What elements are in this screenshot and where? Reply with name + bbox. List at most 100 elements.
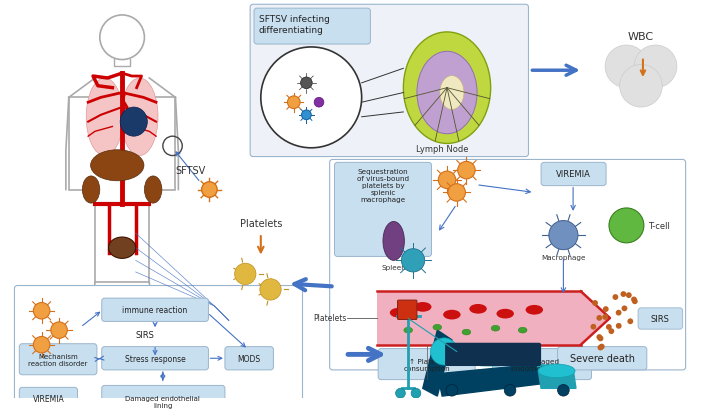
- Ellipse shape: [404, 328, 413, 333]
- Text: VIREMIA: VIREMIA: [32, 393, 65, 402]
- Circle shape: [634, 46, 677, 88]
- Circle shape: [314, 98, 324, 108]
- Text: Mechanism
reaction disorder: Mechanism reaction disorder: [28, 353, 88, 366]
- Polygon shape: [537, 364, 576, 389]
- Circle shape: [438, 172, 456, 189]
- Ellipse shape: [526, 305, 543, 315]
- FancyBboxPatch shape: [445, 343, 541, 366]
- Circle shape: [597, 345, 603, 351]
- Ellipse shape: [496, 309, 514, 319]
- Circle shape: [396, 389, 405, 398]
- Ellipse shape: [443, 310, 461, 320]
- Circle shape: [448, 184, 465, 202]
- Circle shape: [430, 338, 458, 365]
- Polygon shape: [423, 330, 452, 396]
- Circle shape: [504, 384, 516, 396]
- Ellipse shape: [86, 79, 123, 156]
- Text: Platelets: Platelets: [239, 219, 282, 229]
- FancyBboxPatch shape: [15, 286, 303, 409]
- Circle shape: [621, 292, 626, 297]
- Ellipse shape: [109, 238, 135, 259]
- Circle shape: [592, 300, 598, 306]
- Text: SFTSV: SFTSV: [175, 166, 205, 176]
- Text: Severe death: Severe death: [570, 353, 635, 363]
- Polygon shape: [581, 292, 610, 345]
- Circle shape: [34, 303, 50, 319]
- Circle shape: [590, 324, 596, 330]
- Text: Stress response: Stress response: [125, 354, 185, 363]
- FancyBboxPatch shape: [250, 5, 529, 157]
- FancyBboxPatch shape: [102, 385, 225, 409]
- Circle shape: [621, 306, 628, 312]
- Text: immune reaction: immune reaction: [122, 306, 187, 315]
- Ellipse shape: [491, 326, 500, 331]
- FancyBboxPatch shape: [102, 299, 208, 321]
- Circle shape: [612, 294, 618, 300]
- Circle shape: [260, 279, 282, 300]
- Circle shape: [605, 46, 648, 88]
- Ellipse shape: [145, 177, 162, 204]
- Circle shape: [620, 65, 662, 108]
- FancyBboxPatch shape: [397, 300, 417, 320]
- Text: Lymph Node: Lymph Node: [416, 144, 468, 153]
- Ellipse shape: [121, 79, 158, 156]
- FancyBboxPatch shape: [102, 347, 208, 370]
- Ellipse shape: [414, 302, 432, 312]
- Circle shape: [626, 292, 632, 298]
- Text: SFTSV infecting: SFTSV infecting: [259, 15, 330, 24]
- Text: differentiating: differentiating: [259, 26, 324, 34]
- Text: Spleen: Spleen: [381, 265, 406, 270]
- Text: Macrophage: Macrophage: [541, 255, 585, 261]
- Ellipse shape: [449, 349, 532, 366]
- Ellipse shape: [120, 108, 147, 137]
- FancyBboxPatch shape: [254, 9, 371, 45]
- Circle shape: [302, 111, 311, 120]
- Text: SIRS: SIRS: [136, 331, 155, 339]
- FancyBboxPatch shape: [121, 324, 170, 346]
- Circle shape: [632, 299, 637, 304]
- Text: SIRS: SIRS: [651, 314, 670, 323]
- Circle shape: [609, 209, 644, 243]
- Ellipse shape: [417, 52, 477, 135]
- Text: ↑ Platelet
consumption: ↑ Platelet consumption: [404, 358, 450, 371]
- Ellipse shape: [538, 364, 575, 378]
- Ellipse shape: [383, 222, 404, 261]
- FancyBboxPatch shape: [330, 160, 686, 370]
- Ellipse shape: [470, 304, 486, 314]
- FancyBboxPatch shape: [378, 349, 475, 380]
- Circle shape: [300, 78, 312, 90]
- Circle shape: [616, 310, 621, 316]
- Circle shape: [261, 48, 362, 148]
- Circle shape: [602, 314, 608, 320]
- Ellipse shape: [82, 177, 100, 204]
- Text: WBC: WBC: [628, 32, 654, 42]
- Circle shape: [411, 389, 420, 398]
- Circle shape: [234, 263, 256, 285]
- Ellipse shape: [404, 33, 491, 144]
- Text: T-cell: T-cell: [648, 221, 670, 230]
- Circle shape: [597, 336, 604, 342]
- Ellipse shape: [91, 151, 144, 181]
- Ellipse shape: [462, 329, 471, 335]
- Ellipse shape: [439, 76, 464, 110]
- Text: Platelets: Platelets: [313, 313, 346, 322]
- FancyBboxPatch shape: [557, 347, 647, 370]
- Circle shape: [402, 249, 425, 272]
- Text: Damaged
endothelial lining: Damaged endothelial lining: [511, 358, 573, 371]
- Circle shape: [606, 324, 611, 330]
- Ellipse shape: [390, 308, 407, 318]
- Circle shape: [288, 97, 300, 109]
- FancyBboxPatch shape: [20, 344, 97, 375]
- FancyBboxPatch shape: [493, 349, 592, 380]
- Text: VIREMIA: VIREMIA: [556, 170, 590, 179]
- FancyBboxPatch shape: [225, 347, 273, 370]
- Circle shape: [597, 315, 602, 321]
- Circle shape: [597, 334, 602, 340]
- FancyBboxPatch shape: [541, 163, 606, 186]
- Text: Damaged endothelial
lining: Damaged endothelial lining: [126, 396, 200, 409]
- FancyBboxPatch shape: [638, 308, 682, 329]
- Circle shape: [549, 221, 578, 250]
- Text: Sequestration
of virus-bound
platelets by
splenic
macrophage: Sequestration of virus-bound platelets b…: [357, 169, 409, 203]
- Circle shape: [599, 344, 604, 350]
- Circle shape: [616, 323, 622, 329]
